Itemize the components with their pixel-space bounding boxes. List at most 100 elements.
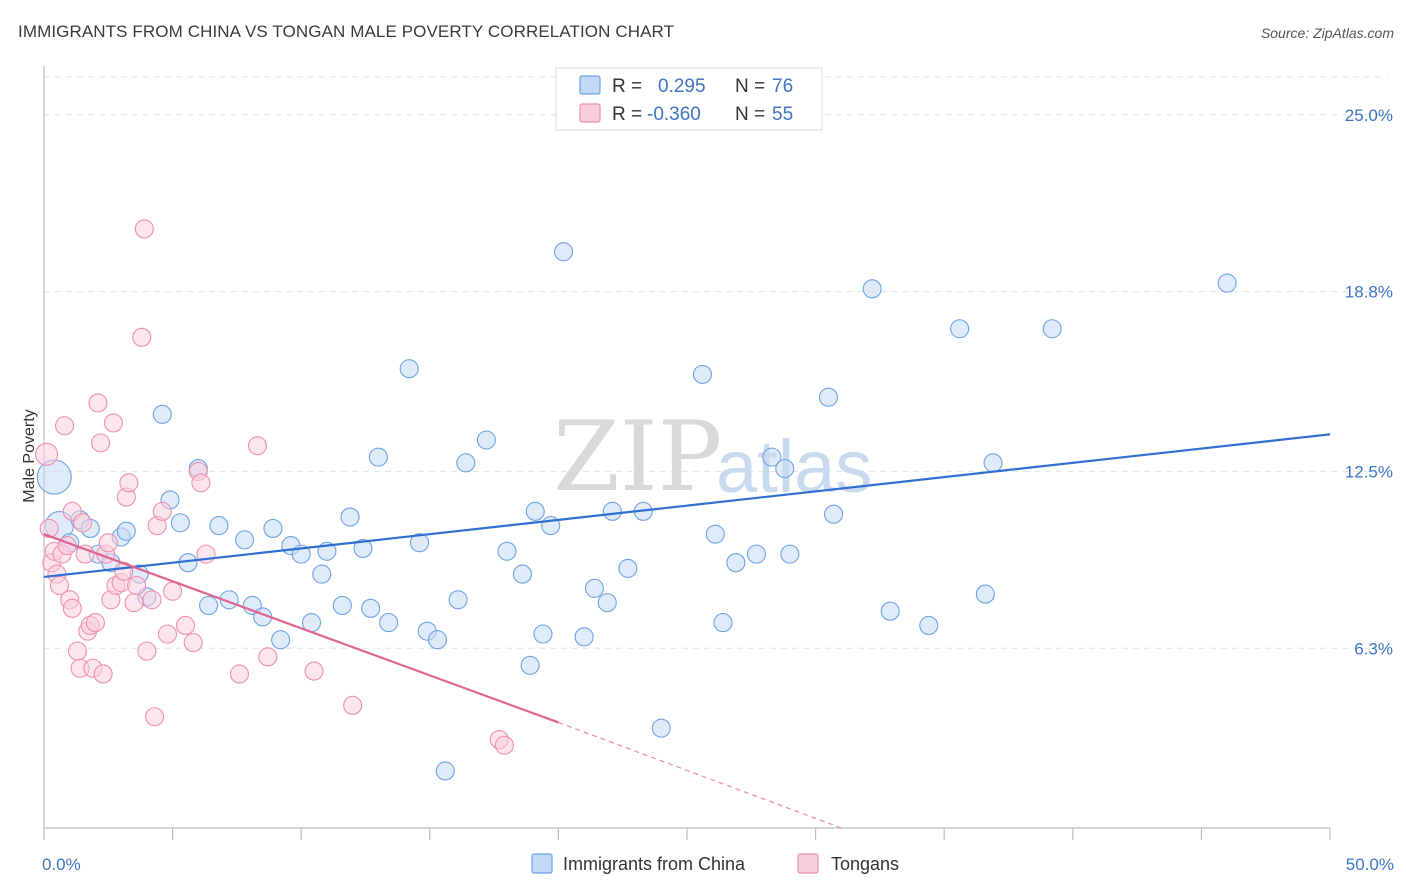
point-tongans	[67, 641, 87, 661]
point-immigrants-from-china	[368, 447, 388, 467]
legend-n-value-tongans: 55	[772, 104, 793, 125]
point-tongans	[75, 544, 95, 564]
point-immigrants-from-china	[602, 501, 622, 521]
point-tongans	[134, 219, 154, 239]
point-tongans	[103, 413, 123, 433]
point-immigrants-from-china	[746, 544, 766, 564]
point-immigrants-from-china	[435, 761, 455, 781]
point-tongans	[124, 593, 144, 613]
point-immigrants-from-china	[353, 538, 373, 558]
point-immigrants-from-china	[399, 359, 419, 379]
point-tongans	[183, 633, 203, 653]
chart-source: Source: ZipAtlas.com	[1260, 25, 1394, 41]
point-immigrants-from-china	[618, 558, 638, 578]
point-tongans	[494, 735, 514, 755]
point-immigrants-from-china	[409, 533, 430, 553]
point-immigrants-from-china	[818, 387, 839, 407]
legend-n-label-tongans: N =	[735, 104, 765, 125]
point-tongans	[55, 416, 75, 436]
point-immigrants-from-china	[1042, 319, 1062, 339]
point-immigrants-from-china	[553, 242, 574, 262]
point-tongans	[145, 707, 165, 727]
point-tongans	[119, 473, 139, 493]
point-tongans	[132, 327, 152, 347]
point-tongans	[152, 501, 172, 521]
point-tongans	[258, 647, 278, 667]
point-immigrants-from-china	[824, 504, 844, 524]
legend-r-value-china: 0.295	[658, 76, 706, 97]
legend-n-value-china: 76	[772, 76, 793, 97]
chart-title: IMMIGRANTS FROM CHINA VS TONGAN MALE POV…	[18, 22, 675, 41]
point-immigrants-from-china	[448, 590, 468, 610]
legend-swatch-immigrants-from-china	[531, 853, 553, 874]
point-tongans	[191, 473, 211, 493]
grid-lines	[44, 76, 1388, 649]
point-immigrants-from-china	[584, 578, 604, 598]
point-immigrants-from-china	[705, 524, 725, 544]
point-tongans	[73, 513, 93, 533]
x-tick-label-max: 50.0%	[1346, 855, 1394, 874]
legend-swatch-china	[579, 75, 601, 95]
point-tongans	[127, 575, 147, 596]
point-tongans	[137, 641, 157, 661]
point-immigrants-from-china	[512, 564, 532, 584]
point-immigrants-from-china	[713, 613, 733, 633]
point-immigrants-from-china	[950, 319, 970, 339]
point-immigrants-from-china	[919, 615, 939, 635]
point-tongans	[49, 575, 69, 596]
point-immigrants-from-china	[312, 564, 332, 584]
point-immigrants-from-china	[533, 624, 553, 644]
point-tongans	[91, 433, 111, 453]
point-tongans	[93, 664, 113, 684]
point-immigrants-from-china	[340, 507, 360, 527]
point-tongans	[304, 661, 324, 681]
point-immigrants-from-china	[597, 593, 617, 613]
point-immigrants-from-china	[235, 530, 255, 550]
point-immigrants-from-china	[332, 595, 352, 616]
point-immigrants-from-china	[1217, 273, 1237, 293]
y-tick-label: 12.5%	[1345, 462, 1393, 481]
point-tongans	[62, 598, 82, 618]
point-immigrants-from-china	[692, 364, 712, 384]
point-immigrants-from-china	[983, 453, 1003, 473]
point-immigrants-from-china	[116, 521, 136, 541]
legend-swatch-tongans-bottom	[797, 853, 819, 874]
point-immigrants-from-china	[361, 598, 381, 618]
legend-label-immigrants-from-china: Immigrants from China	[563, 854, 746, 874]
point-tongans	[175, 615, 196, 635]
point-tongans	[35, 442, 59, 466]
point-immigrants-from-china	[209, 516, 229, 536]
point-immigrants-from-china	[170, 513, 190, 533]
legend-swatch-tongans	[579, 103, 601, 123]
point-immigrants-from-china	[651, 718, 671, 738]
y-tick-label: 25.0%	[1345, 106, 1393, 125]
scatter-points	[35, 219, 1237, 781]
watermark-zip: ZIP	[553, 401, 722, 513]
y-tick-label: 18.8%	[1345, 283, 1393, 302]
point-immigrants-from-china	[862, 279, 882, 299]
point-immigrants-from-china	[880, 601, 900, 621]
point-immigrants-from-china	[497, 541, 517, 561]
point-immigrants-from-china	[263, 518, 283, 539]
point-immigrants-from-china	[520, 655, 540, 675]
point-tongans	[39, 518, 59, 539]
x-tick-label-min: 0.0%	[42, 855, 81, 874]
trendline-tongans	[43, 533, 559, 724]
watermark-atlas: atlas	[716, 425, 872, 508]
point-immigrants-from-china	[36, 459, 72, 495]
point-immigrants-from-china	[726, 553, 746, 573]
trendlines	[43, 433, 1331, 829]
point-immigrants-from-china	[379, 613, 399, 633]
point-immigrants-from-china	[762, 447, 782, 467]
point-tongans	[157, 624, 178, 644]
point-immigrants-from-china	[775, 458, 795, 479]
point-immigrants-from-china	[975, 584, 995, 604]
point-immigrants-from-china	[476, 430, 496, 450]
legend-label-tongans: Tongans	[831, 854, 899, 874]
tick-labels: 6.3% 12.5% 18.8% 25.0% 0.0% 50.0%	[42, 106, 1394, 874]
legend-n-label-china: N =	[735, 76, 765, 97]
point-tongans	[85, 613, 105, 633]
trendline-tongans-extension	[558, 721, 842, 829]
trendline-immigrants-from-china	[43, 433, 1331, 579]
